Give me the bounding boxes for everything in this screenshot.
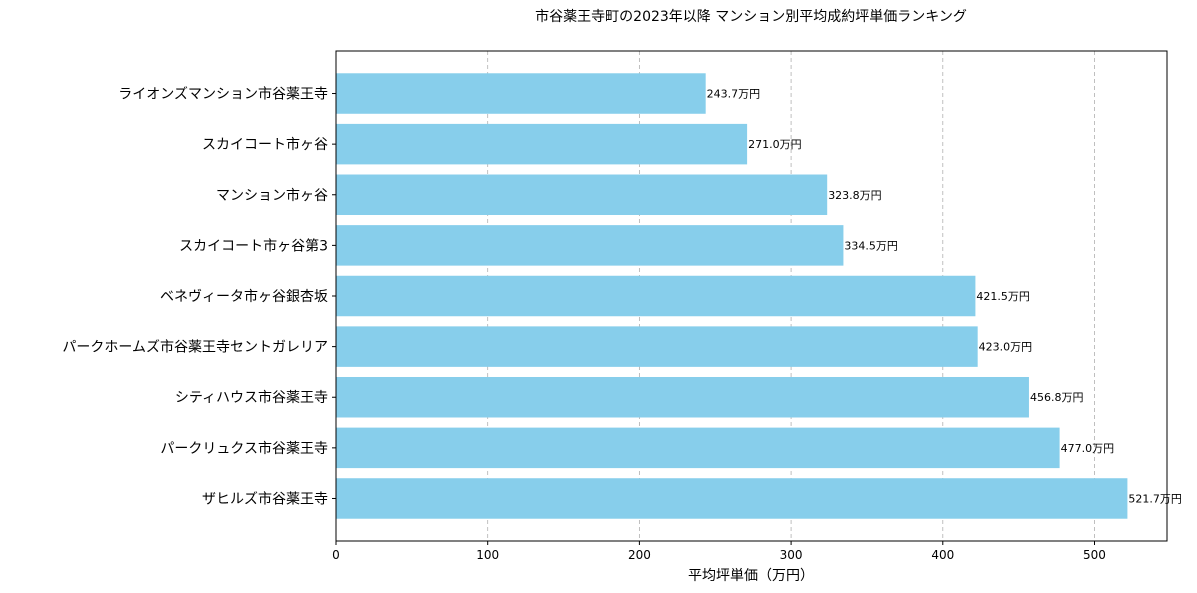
bar: [336, 174, 828, 216]
y-tick-label: パークホームズ市谷薬王寺セントガレリア: [62, 339, 328, 356]
x-tick-label: 100: [476, 548, 499, 562]
data-label: 421.5万円: [976, 290, 1029, 303]
data-label: 456.8万円: [1030, 391, 1084, 404]
x-tick-label: 500: [1083, 548, 1106, 562]
y-tick-label: ライオンズマンション市谷薬王寺: [118, 86, 328, 103]
y-tick-label: パークリュクス市谷薬王寺: [160, 440, 328, 457]
y-tick-label: マンション市ヶ谷: [216, 187, 328, 204]
bar: [336, 376, 1029, 418]
bar: [336, 275, 976, 317]
x-tick-label: 400: [931, 548, 954, 562]
bar: [336, 427, 1060, 469]
x-axis-label: 平均坪単価（万円）: [688, 568, 814, 584]
bar: [336, 73, 706, 114]
data-label: 271.0万円: [748, 138, 802, 151]
x-tick-label: 300: [780, 548, 803, 562]
data-label: 323.8万円: [828, 189, 882, 202]
y-tick-label: ザヒルズ市谷薬王寺: [202, 490, 328, 507]
bar: [336, 478, 1128, 519]
bar: [336, 326, 978, 367]
chart-title: 市谷薬王寺町の2023年以降 マンション別平均成約坪単価ランキング: [535, 8, 967, 25]
bar: [336, 225, 844, 266]
y-tick-label: スカイコート市ヶ谷: [202, 136, 328, 153]
x-tick-label: 200: [628, 548, 651, 562]
data-label: 334.5万円: [844, 239, 898, 252]
y-tick-label: シティハウス市谷薬王寺: [175, 389, 328, 406]
data-label: 521.7万円: [1128, 492, 1182, 505]
bar: [336, 123, 748, 165]
data-label: 423.0万円: [979, 341, 1033, 354]
data-label: 477.0万円: [1061, 442, 1115, 455]
x-tick-label: 0: [332, 548, 340, 562]
y-tick-label: スカイコート市ヶ谷第3: [179, 237, 328, 254]
data-label: 243.7万円: [707, 88, 761, 101]
y-tick-label: ベネヴィータ市ヶ谷銀杏坂: [160, 288, 328, 305]
